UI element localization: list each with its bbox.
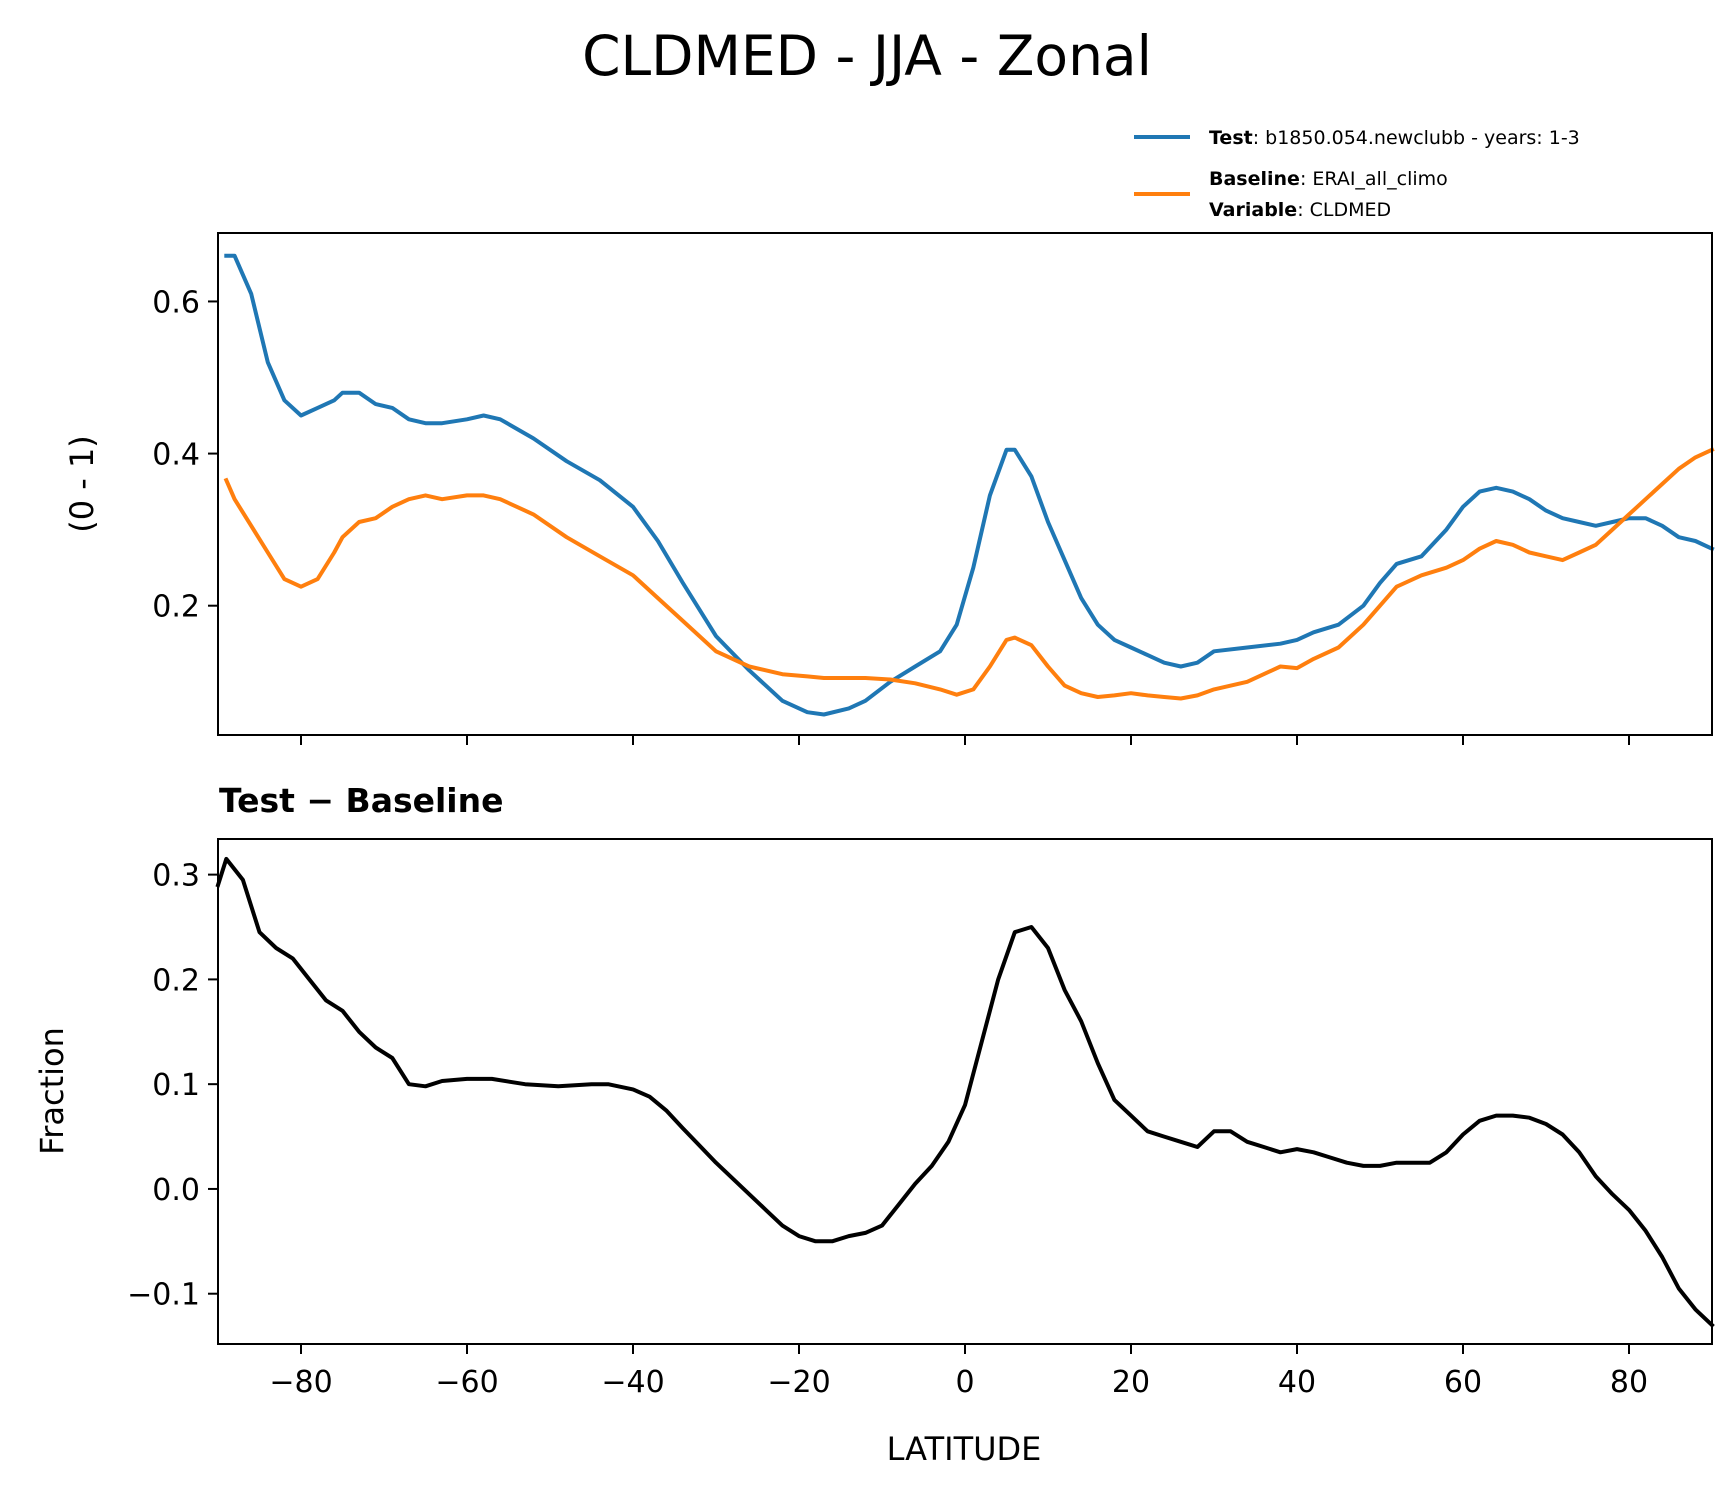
x-tick-label: −40 [601,1365,664,1400]
y-tick-label: 0.6 [152,285,200,320]
y-tick-label: 0.2 [152,963,200,998]
legend-entry-variable: Variable: CLDMED [1209,199,1391,221]
x-tick-label: 20 [1112,1365,1150,1400]
series-line-test [224,253,1715,717]
series-line-baseline [223,447,1715,701]
x-tick-label: 40 [1278,1365,1316,1400]
legend-test-text: : b1850.054.newclubb - years: 1-3 [1253,127,1580,149]
top-y-axis-label: (0 - 1) [63,435,101,533]
x-tick-label: 60 [1444,1365,1482,1400]
x-tick-label: 80 [1610,1365,1648,1400]
x-tick-label: −60 [435,1365,498,1400]
x-tick-label: −20 [767,1365,830,1400]
bottom-panel: Test − Baseline −80 −60 −40 −20 0 20 40 60 80 0.… [33,781,1715,1468]
y-tick-label: 0.4 [152,438,200,473]
x-axis-label: LATITUDE [887,1430,1042,1468]
bottom-y-axis-label: Fraction [33,1027,71,1155]
bottom-y-ticks: 0.3 0.2 0.1 0.0 −0.1 [127,859,218,1313]
bottom-x-ticks: −80 −60 −40 −20 0 20 40 60 80 [269,1344,1648,1400]
legend-entry-baseline: Baseline: ERAI_all_climo [1209,168,1448,190]
legend-entry-test: Test: b1850.054.newclubb - years: 1-3 [1209,127,1580,149]
y-tick-label: 0.3 [152,859,200,894]
legend-baseline-key: Baseline [1209,168,1300,190]
top-panel: 0.6 0.4 0.2 (0 - 1) [63,232,1715,745]
y-tick-label: 0.2 [152,590,200,625]
chart-title: CLDMED - JJA - Zonal [582,24,1152,88]
top-plot-frame [217,232,1713,736]
x-tick-label: 0 [955,1365,974,1400]
y-tick-label: −0.1 [127,1278,200,1313]
bottom-plot-frame [217,838,1713,1345]
legend: Test: b1850.054.newclubb - years: 1-3 Ba… [1134,127,1580,221]
legend-variable-key: Variable [1209,199,1297,221]
y-tick-label: 0.1 [152,1068,200,1103]
top-series-group [223,253,1715,717]
difference-panel-title: Test − Baseline [219,781,504,820]
y-tick-label: 0.0 [152,1173,200,1208]
legend-baseline-text: : ERAI_all_climo [1300,168,1448,190]
top-x-ticks [300,735,1630,745]
legend-test-key: Test [1209,127,1253,149]
series-line-test-baseline [215,856,1715,1328]
legend-variable-text: : CLDMED [1297,199,1391,221]
x-tick-label: −80 [269,1365,332,1400]
top-y-ticks: 0.6 0.4 0.2 [152,285,218,625]
bottom-series-group [215,856,1715,1328]
